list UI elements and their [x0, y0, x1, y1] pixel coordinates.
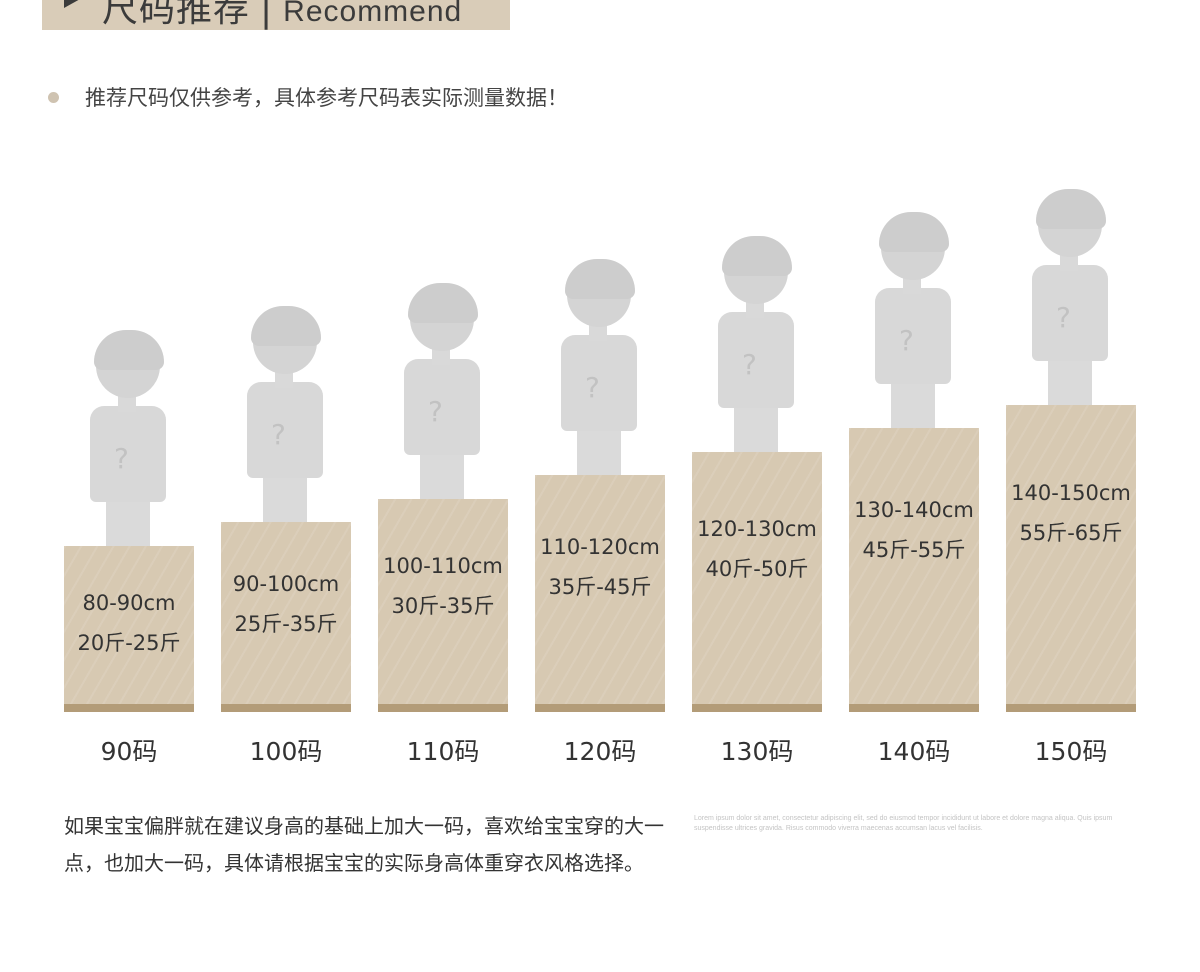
child-silhouette-icon: ?: [1026, 189, 1116, 417]
size-category-label: 150码: [1034, 737, 1108, 766]
size-bar: 140-150cm 55斤-65斤: [1006, 405, 1136, 712]
size-category-label: 90码: [100, 737, 158, 766]
height-range-label: 140-150cm: [1011, 480, 1131, 505]
size-bar: 80-90cm 20斤-25斤: [64, 546, 194, 712]
child-silhouette-icon: ?: [241, 306, 331, 534]
height-range-label: 100-110cm: [383, 553, 503, 578]
arrow-icon: [64, 0, 82, 8]
size-bar: 130-140cm 45斤-55斤: [849, 428, 979, 712]
size-column: ? 120-130cm 40斤-50斤: [692, 236, 822, 712]
bullet-dot-icon: [48, 91, 59, 103]
child-silhouette-icon: ?: [84, 330, 174, 558]
placeholder-text: Lorem ipsum dolor sit amet, consectetur …: [694, 815, 1113, 832]
size-column: ? 110-120cm 35斤-45斤: [535, 259, 665, 712]
child-silhouette-icon: ?: [398, 283, 488, 511]
height-range-label: 80-90cm: [82, 590, 176, 615]
weight-range-label: 25斤-35斤: [234, 611, 338, 636]
question-mark-icon: ?: [899, 324, 914, 357]
size-category-label: 110码: [406, 737, 480, 766]
child-silhouette-icon: ?: [869, 212, 959, 440]
size-bar: 100-110cm 30斤-35斤: [378, 499, 508, 712]
question-mark-icon: ?: [428, 395, 443, 428]
height-range-label: 130-140cm: [854, 498, 974, 523]
weight-range-label: 35斤-45斤: [548, 575, 652, 600]
size-bar: 90-100cm 25斤-35斤: [221, 522, 351, 712]
section-title-cn: 尺码推荐: [102, 0, 251, 30]
size-chart: ? 80-90cm 20斤-25斤 90码? 90-100cm 25斤-35斤 100码? 1…: [64, 189, 1136, 766]
question-mark-icon: ?: [1056, 301, 1071, 334]
section-title: 尺码推荐 | Recommend: [102, 0, 462, 30]
notice-text: 推荐尺码仅供参考，具体参考尺码表实际测量数据！: [85, 86, 568, 110]
weight-range-label: 45斤-55斤: [862, 538, 966, 563]
weight-range-label: 20斤-25斤: [77, 630, 181, 655]
size-category-label: 130码: [720, 737, 794, 766]
height-range-label: 120-130cm: [697, 517, 817, 542]
height-range-label: 90-100cm: [232, 571, 340, 596]
child-silhouette-icon: ?: [555, 259, 645, 487]
size-column: ? 140-150cm 55斤-65斤: [1006, 189, 1136, 712]
size-column: ? 130-140cm 45斤-55斤: [849, 212, 979, 712]
child-silhouette-icon: ?: [712, 236, 802, 464]
header-banner: 尺码推荐 | Recommend: [42, 0, 510, 30]
size-note: 如果宝宝偏胖就在建议身高的基础上加大一码，喜欢给宝宝穿的大一点，也加大一码，具体…: [64, 814, 664, 875]
section-title-en: Recommend: [283, 0, 463, 28]
size-category-label: 100码: [249, 737, 323, 766]
weight-range-label: 30斤-35斤: [391, 593, 495, 618]
question-mark-icon: ?: [271, 418, 286, 451]
size-category-label: 120码: [563, 737, 637, 766]
weight-range-label: 40斤-50斤: [705, 557, 809, 582]
title-divider: |: [260, 0, 274, 30]
size-column: ? 80-90cm 20斤-25斤: [64, 330, 194, 712]
notice-line: 推荐尺码仅供参考，具体参考尺码表实际测量数据！: [48, 82, 568, 112]
size-column: ? 90-100cm 25斤-35斤: [221, 306, 351, 712]
size-column: ? 100-110cm 30斤-35斤: [378, 283, 508, 712]
size-category-label: 140码: [877, 737, 951, 766]
weight-range-label: 55斤-65斤: [1019, 520, 1123, 545]
height-range-label: 110-120cm: [540, 535, 660, 560]
question-mark-icon: ?: [742, 348, 757, 381]
size-bar: 110-120cm 35斤-45斤: [535, 475, 665, 712]
question-mark-icon: ?: [585, 371, 600, 404]
question-mark-icon: ?: [114, 442, 129, 475]
size-bar: 120-130cm 40斤-50斤: [692, 452, 822, 712]
